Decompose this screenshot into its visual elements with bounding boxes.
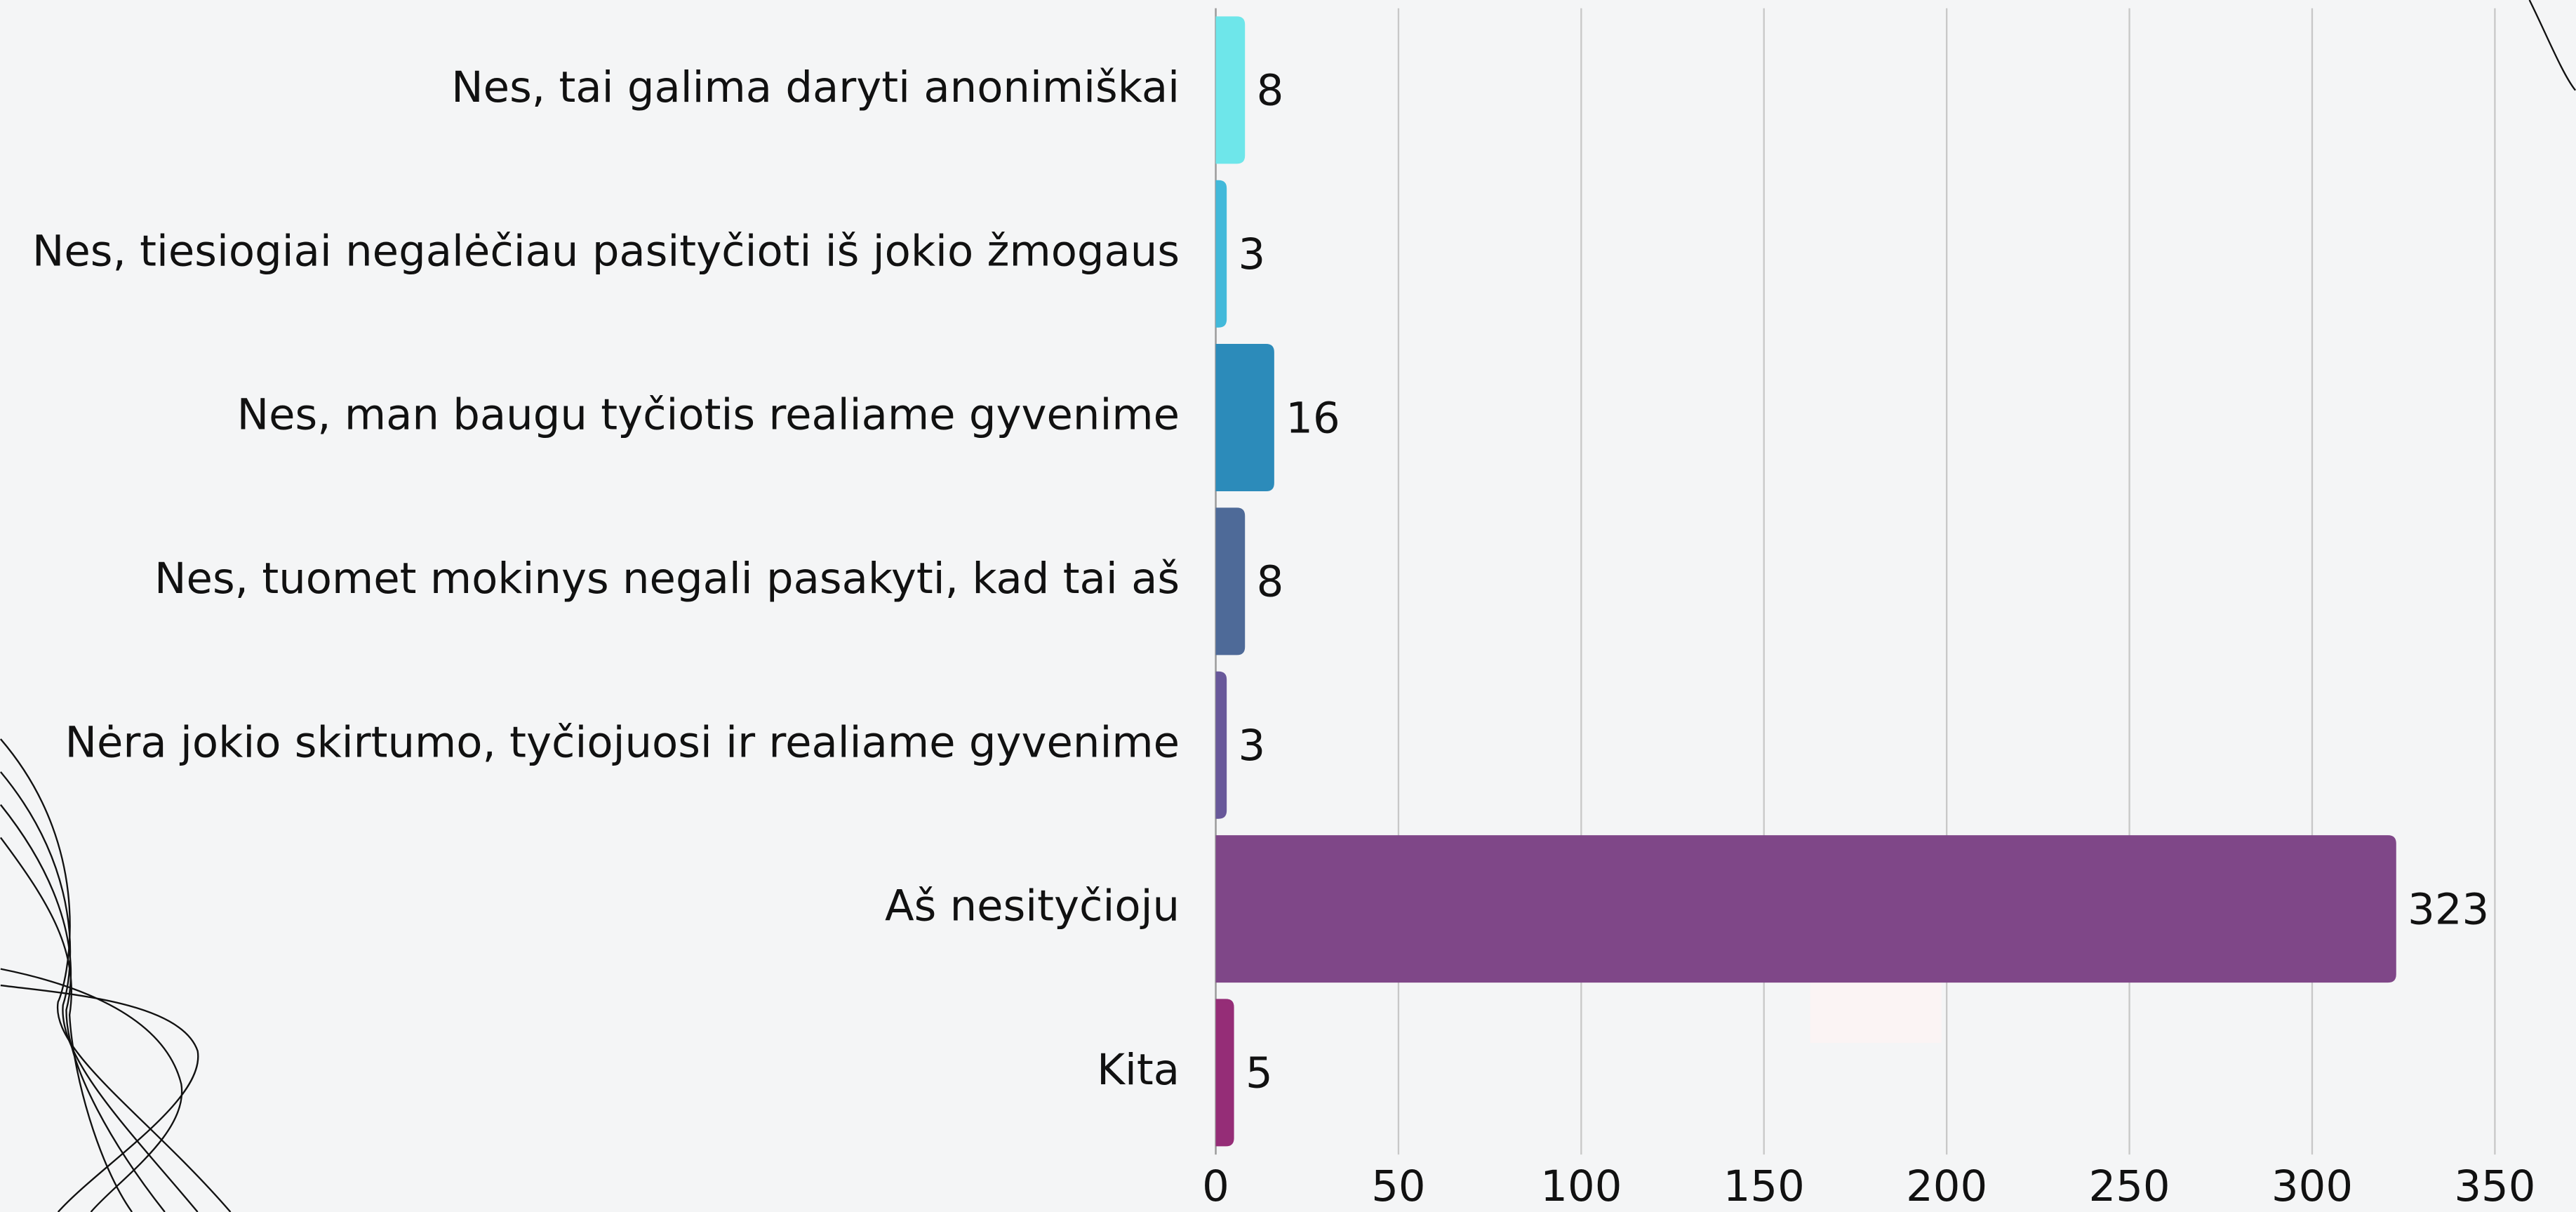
value-label: 3 (1239, 721, 1266, 771)
x-tick-label: 0 (1202, 1162, 1229, 1211)
value-label: 16 (1286, 394, 1340, 443)
chart: 0 50 100 150 200 250 300 350 Nes, tai galima dar… (0, 0, 2576, 1212)
value-label: 3 (1239, 230, 1266, 279)
bar (1216, 180, 1227, 328)
y-tick-label: Aš nesityčioju (885, 882, 1180, 931)
bar (1216, 344, 1274, 491)
page: {"chart_data": {"type": "bar", "orientat… (0, 0, 2576, 1212)
watermark (1810, 977, 1942, 1043)
value-label: 8 (1257, 558, 1284, 607)
x-tick-label: 350 (2454, 1162, 2535, 1211)
y-tick-label: Nes, man baugu tyčiotis realiame gyvenim… (237, 391, 1180, 440)
y-tick-label: Nes, tuomet mokinys negali pasakyti, kad… (154, 554, 1180, 604)
x-tick-label: 100 (1540, 1162, 1622, 1211)
bar (1216, 835, 2396, 983)
bar (1216, 672, 1227, 819)
bar (1216, 999, 1234, 1146)
x-tick-label: 300 (2271, 1162, 2353, 1211)
y-tick-label: Kita (1097, 1046, 1180, 1095)
bar (1216, 16, 1246, 164)
x-tick-label: 200 (1906, 1162, 1987, 1211)
x-tick-label: 150 (1723, 1162, 1805, 1211)
y-tick-label: Nėra jokio skirtumo, tyčiojuosi ir reali… (65, 718, 1180, 767)
x-tick-label: 50 (1371, 1162, 1425, 1211)
decoration (1, 0, 2575, 1212)
x-tick-label: 250 (2089, 1162, 2170, 1211)
y-tick-label: Nes, tiesiogiai negalėčiau pasityčioti i… (32, 227, 1180, 276)
value-label: 323 (2408, 885, 2489, 934)
value-label: 8 (1257, 67, 1284, 116)
bar (1216, 507, 1246, 655)
value-label: 5 (1246, 1049, 1273, 1098)
y-tick-label: Nes, tai galima daryti anonimiškai (451, 63, 1180, 112)
